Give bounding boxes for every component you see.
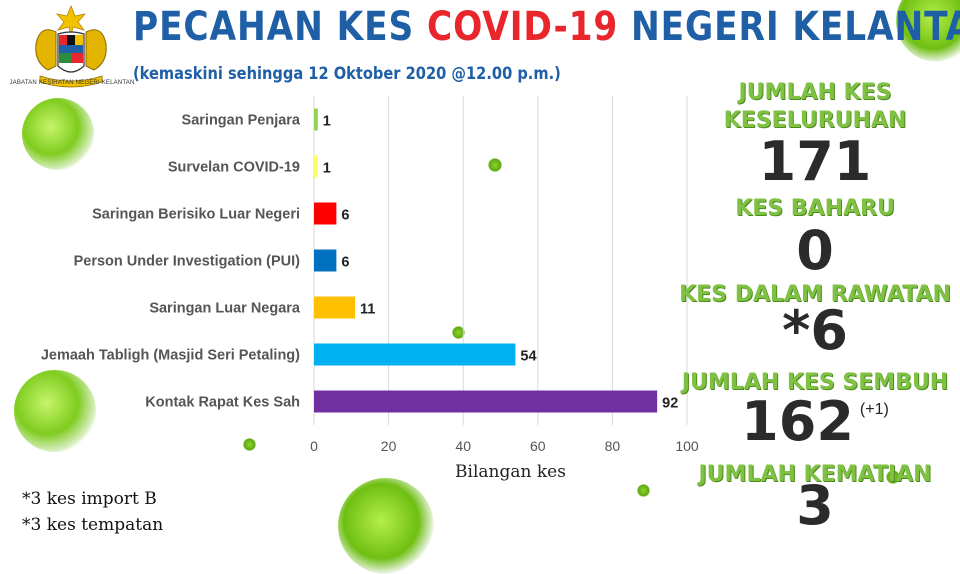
title-highlight: COVID-19 [426, 4, 619, 50]
recovered-cases-value: 162 [741, 390, 854, 453]
virus-icon [886, 470, 900, 484]
footnote-line: *3 kes tempatan [22, 515, 164, 535]
category-label: Saringan Penjara [182, 113, 301, 129]
category-label: Kontak Rapat Kes Sah [145, 395, 300, 411]
tick-label: 100 [675, 438, 699, 454]
data-label: 54 [520, 349, 536, 365]
coat-of-arms-logo [35, 4, 107, 88]
logo-caption: JABATAN KESIHATAN NEGERI KELANTAN [9, 80, 135, 86]
bar-chart: Saringan Penjara 1 Survelan COVID-19 1 Sarin… [41, 96, 699, 482]
bar [314, 108, 318, 131]
data-label: 1 [323, 161, 331, 177]
tick-label: 40 [455, 438, 471, 454]
tick-label: 80 [605, 438, 621, 454]
recovered-cases-row: 162 (+1) [670, 390, 960, 453]
bar [314, 296, 356, 319]
category-label: Saringan Luar Negara [149, 301, 301, 317]
data-label: 6 [341, 208, 349, 224]
bar [314, 202, 337, 225]
treatment-cases-title: KES DALAM RAWATAN [679, 282, 951, 307]
recovered-cases-title: JUMLAH KES SEMBUH [681, 370, 949, 395]
new-cases-value: 0 [796, 219, 834, 282]
recovered-cases-note: (+1) [859, 401, 889, 418]
total-cases-value: 171 [758, 130, 872, 193]
virus-icon [488, 158, 502, 172]
new-cases-title: KES BAHARU [735, 196, 895, 221]
title-part1: PECAHAN KES [133, 4, 427, 50]
data-label: 92 [662, 396, 678, 412]
x-axis-title: Bilangan kes [455, 462, 566, 482]
deaths-value: 3 [796, 474, 834, 537]
category-label: Person Under Investigation (PUI) [74, 254, 301, 270]
title-part2: NEGERI KELANTAN [631, 4, 960, 50]
virus-icon [338, 478, 434, 574]
tick-label: 60 [530, 438, 546, 454]
virus-icon [637, 484, 650, 497]
category-label: Jemaah Tabligh (Masjid Seri Petaling) [41, 348, 300, 364]
data-label: 6 [341, 255, 349, 271]
total-cases-title-line2: KESELURUHAN [723, 108, 907, 133]
virus-icon [22, 98, 94, 170]
total-cases-title-line1: JUMLAH KES [738, 80, 892, 105]
deaths-title: JUMLAH KEMATIAN [698, 462, 932, 487]
bar [314, 155, 318, 178]
page-title: PECAHAN KES COVID-19 NEGERI KELANTAN [133, 4, 960, 50]
data-label: 11 [360, 302, 375, 318]
virus-icon [452, 326, 465, 339]
virus-icon [243, 438, 256, 451]
stats-panel: JUMLAH KES KESELURUHAN 171 KES BAHARU 0 … [670, 74, 960, 540]
virus-icon [14, 370, 96, 452]
category-label: Survelan COVID-19 [168, 160, 300, 176]
data-label: 1 [323, 114, 331, 130]
bar [314, 249, 337, 272]
page-subtitle: (kemaskini sehingga 12 Oktober 2020 @12.… [133, 64, 561, 84]
footnotes: *3 kes import B *3 kes tempatan [22, 486, 163, 538]
tick-label: 0 [310, 438, 318, 454]
treatment-cases-value: *6 [782, 299, 848, 362]
bar [314, 343, 516, 366]
bar [314, 390, 658, 413]
category-label: Saringan Berisiko Luar Negeri [92, 207, 300, 223]
footnote-line: *3 kes import B [22, 489, 157, 509]
tick-label: 20 [381, 438, 397, 454]
